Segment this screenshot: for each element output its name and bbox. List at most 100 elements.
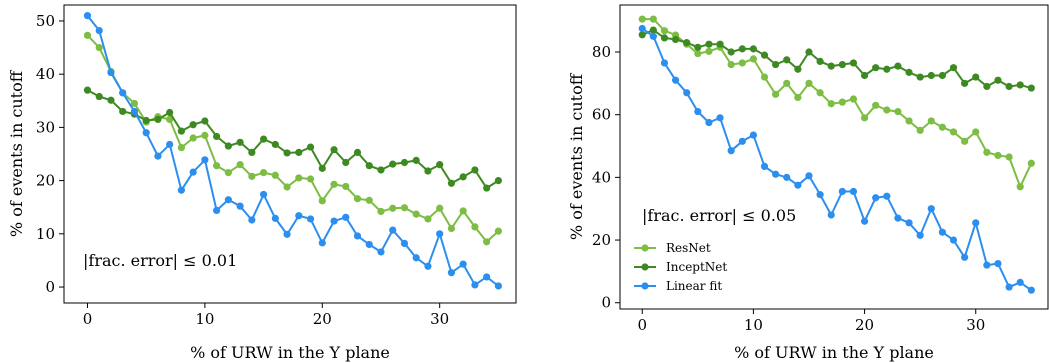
right-point-linear-fit xyxy=(1027,286,1035,294)
left-point-inceptnet xyxy=(177,127,186,135)
right-point-resnet xyxy=(994,151,1002,160)
right-point-resnet xyxy=(783,79,791,87)
left-point-resnet xyxy=(224,169,232,177)
right-point-inceptnet xyxy=(727,48,735,56)
right-point-inceptnet xyxy=(1016,81,1024,89)
right-point-inceptnet xyxy=(905,68,913,76)
left-point-resnet xyxy=(365,196,373,204)
right-point-resnet xyxy=(827,100,835,108)
left-point-inceptnet xyxy=(412,156,420,164)
right-point-linear-fit xyxy=(1005,283,1013,291)
right-point-resnet xyxy=(805,79,813,87)
left-point-resnet xyxy=(377,207,385,216)
left-point-inceptnet xyxy=(107,96,115,104)
right-point-linear-fit xyxy=(961,253,969,261)
left-point-linear-fit xyxy=(107,68,115,77)
right-point-resnet xyxy=(816,89,824,97)
right-point-resnet xyxy=(927,117,935,125)
right-y-tick-label: 20 xyxy=(592,231,611,249)
left-point-inceptnet xyxy=(166,108,174,117)
right-point-resnet xyxy=(849,95,858,103)
left-point-inceptnet xyxy=(436,161,444,169)
right-point-resnet xyxy=(860,114,869,122)
right-x-tick-label: 30 xyxy=(966,316,985,334)
left-point-resnet xyxy=(95,43,103,52)
right-point-linear-fit xyxy=(749,131,758,139)
right-point-linear-fit xyxy=(694,107,702,116)
left-point-linear-fit xyxy=(342,213,350,221)
left-point-linear-fit xyxy=(330,217,338,225)
right-point-inceptnet xyxy=(1027,84,1035,92)
right-point-linear-fit xyxy=(794,181,802,189)
left-point-inceptnet xyxy=(119,107,127,116)
right-point-inceptnet xyxy=(849,59,858,67)
legend-marker-inceptnet xyxy=(641,263,649,271)
right-point-inceptnet xyxy=(983,82,991,91)
left-point-linear-fit xyxy=(119,89,127,97)
right-point-inceptnet xyxy=(816,57,824,66)
right-x-tick-label: 20 xyxy=(855,316,874,334)
left-point-inceptnet xyxy=(83,86,92,94)
left-point-resnet xyxy=(330,180,338,188)
right-y-tick-label: 80 xyxy=(592,43,611,61)
right-point-linear-fit xyxy=(638,24,646,33)
left-point-resnet xyxy=(471,223,479,231)
right-point-inceptnet xyxy=(872,64,880,72)
right-point-resnet xyxy=(638,15,646,23)
right-point-linear-fit xyxy=(760,162,769,171)
left-point-linear-fit xyxy=(142,129,150,137)
left-point-resnet xyxy=(447,224,456,233)
right-x-tick-label: 10 xyxy=(744,316,763,334)
right-y-tick-label: 60 xyxy=(592,106,611,124)
legend-label-resnet: ResNet xyxy=(666,241,711,255)
left-point-resnet xyxy=(400,204,409,212)
left-point-linear-fit xyxy=(154,152,162,160)
left-point-linear-fit xyxy=(389,226,397,234)
right-point-linear-fit xyxy=(938,228,946,236)
left-point-inceptnet xyxy=(271,140,279,149)
right-point-inceptnet xyxy=(694,43,702,51)
left-point-linear-fit xyxy=(436,230,444,238)
left-point-inceptnet xyxy=(471,166,479,174)
left-y-tick-label: 0 xyxy=(45,278,55,296)
left-point-resnet xyxy=(177,144,186,152)
left-point-linear-fit xyxy=(166,140,174,149)
right-point-inceptnet xyxy=(883,65,891,73)
right-point-inceptnet xyxy=(961,79,969,87)
right-point-resnet xyxy=(894,107,902,116)
left-point-inceptnet xyxy=(494,177,502,185)
left-point-resnet xyxy=(83,31,92,39)
legend-label-inceptnet: InceptNet xyxy=(666,260,727,274)
right-point-inceptnet xyxy=(838,60,846,69)
right-point-linear-fit xyxy=(838,187,846,196)
right-point-inceptnet xyxy=(927,71,935,80)
left-point-inceptnet xyxy=(259,135,268,143)
left-point-inceptnet xyxy=(330,146,338,154)
left-point-linear-fit xyxy=(318,239,326,247)
left-point-linear-fit xyxy=(494,282,502,290)
right-point-resnet xyxy=(949,128,958,136)
right-y-tick-label: 0 xyxy=(601,294,611,312)
left-point-inceptnet xyxy=(248,148,256,157)
right-point-inceptnet xyxy=(827,62,835,70)
left-chart-panel: |frac. error| ≤ 0.01 % of URW in the Y p… xyxy=(7,4,517,362)
left-point-resnet xyxy=(283,183,291,191)
right-point-linear-fit xyxy=(983,261,991,269)
left-x-tick-label: 0 xyxy=(83,310,93,328)
left-point-linear-fit xyxy=(271,214,279,222)
left-point-linear-fit xyxy=(283,230,291,238)
right-point-inceptnet xyxy=(783,56,791,64)
right-point-resnet xyxy=(1027,159,1035,167)
right-point-linear-fit xyxy=(683,89,691,97)
left-point-linear-fit xyxy=(248,216,256,224)
left-point-linear-fit xyxy=(213,206,221,215)
left-point-resnet xyxy=(353,195,362,203)
left-point-resnet xyxy=(318,197,326,205)
right-point-linear-fit xyxy=(816,191,824,199)
left-x-tick-label: 20 xyxy=(313,310,332,328)
right-point-linear-fit xyxy=(783,173,791,181)
left-point-linear-fit xyxy=(483,273,491,281)
legend-marker-linear-fit xyxy=(641,282,649,290)
left-point-inceptnet xyxy=(236,138,244,146)
